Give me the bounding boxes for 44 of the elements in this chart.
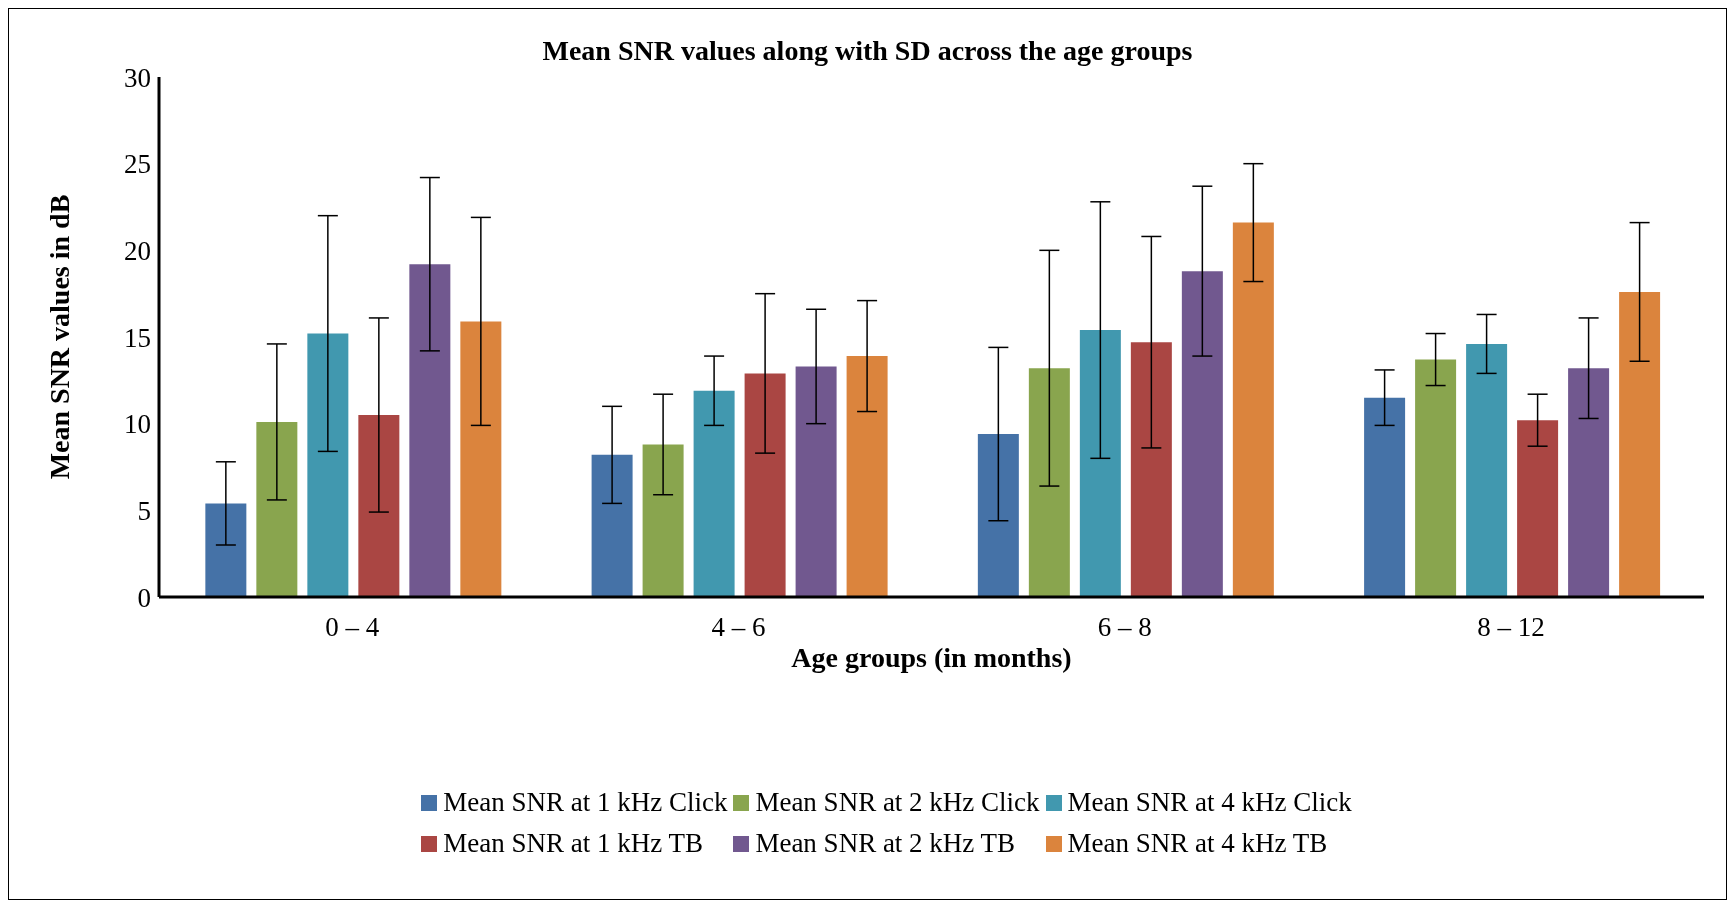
x-axis-title: Age groups (in months) [791, 642, 1072, 673]
y-tick-label: 15 [124, 322, 151, 353]
bar [1232, 222, 1274, 597]
bar [1079, 330, 1121, 597]
bar [1415, 359, 1457, 597]
bar [846, 356, 888, 597]
bar [642, 444, 684, 597]
y-axis-title: Mean SNR values in dB [43, 194, 75, 480]
bar [1181, 271, 1223, 597]
y-tick-label: 0 [137, 582, 151, 613]
bar [409, 264, 451, 597]
bar [1028, 368, 1070, 597]
bar [591, 454, 633, 597]
bar [205, 503, 247, 597]
x-tick-label: 0 – 4 [325, 612, 380, 643]
bar [1130, 342, 1172, 597]
bar [795, 366, 837, 597]
bar [460, 321, 502, 597]
chart-title: Mean SNR values along with SD across the age groups [542, 35, 1193, 66]
legend-label: Mean SNR at 4 kHz Click [1067, 787, 1352, 818]
legend-label: Mean SNR at 2 kHz Click [755, 787, 1040, 818]
legend-label: Mean SNR at 2 kHz TB [755, 828, 1016, 859]
bar [977, 434, 1019, 597]
x-tick-label: 6 – 8 [1097, 612, 1152, 643]
bar [744, 373, 786, 597]
bar [358, 415, 400, 597]
y-tick-label: 10 [124, 409, 151, 440]
bar [256, 421, 298, 597]
y-tick-label: 30 [124, 62, 151, 93]
bar [1619, 291, 1661, 597]
legend-label: Mean SNR at 1 kHz Click [443, 787, 728, 818]
bar [1466, 343, 1508, 597]
legend-label: Mean SNR at 4 kHz TB [1067, 828, 1328, 859]
x-tick-label: 4 – 6 [711, 612, 766, 643]
bar [1517, 420, 1559, 597]
y-tick-label: 5 [137, 495, 151, 526]
bar [1364, 397, 1406, 597]
y-tick-label: 20 [124, 235, 151, 266]
x-tick-label: 8 – 12 [1477, 612, 1545, 643]
bar [1568, 368, 1610, 597]
bar [307, 333, 349, 597]
y-tick-label: 25 [124, 149, 151, 180]
legend-label: Mean SNR at 1 kHz TB [443, 828, 703, 859]
bar [693, 390, 735, 597]
